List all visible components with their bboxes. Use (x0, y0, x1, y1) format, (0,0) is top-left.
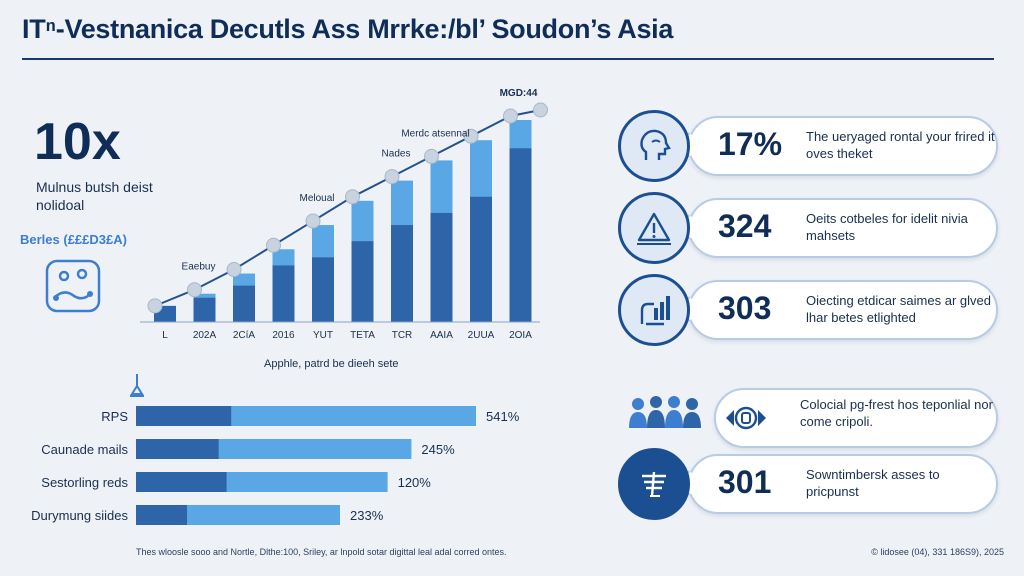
x-tick-label: 2UUA (468, 330, 495, 341)
line-marker (187, 282, 202, 298)
bar-category-label: RPS (101, 409, 128, 424)
bar-category-label: Sestorling reds (41, 475, 128, 490)
bar-category-label: Caunade mails (41, 442, 128, 457)
annotation-label: Nades (382, 149, 411, 160)
line-marker (384, 169, 400, 185)
stat-card-2: 324 Oeits cotbeles for idelit nivia mahs… (618, 192, 1004, 264)
bar-value-label: 233% (350, 508, 384, 523)
big-stat-description: Mulnus butsh deist nolidoal (36, 179, 153, 213)
marker-pin-icon (130, 374, 144, 397)
list-rack-icon (618, 448, 690, 520)
stat-card-3: 303 Oiecting etdicar saimes ar glved lha… (618, 274, 1004, 346)
card-bubble (688, 116, 998, 176)
trend-line (154, 115, 511, 307)
line-marker (345, 189, 360, 205)
person-head-icon (618, 110, 690, 182)
bar-dark (312, 257, 334, 322)
title-divider (22, 58, 994, 60)
card-text: Sowntimbersk asses to pricpunst (806, 467, 940, 499)
bar-dark (193, 297, 216, 322)
x-tick-label: TCR (392, 330, 413, 341)
bar-dark (351, 241, 374, 322)
card-bubble (688, 198, 998, 258)
bar-dark (509, 148, 532, 322)
hand-graph-icon (618, 274, 690, 346)
card-number: 17% (718, 126, 783, 162)
bar-dark (272, 265, 295, 322)
x-tick-label: YUT (313, 330, 333, 341)
bar-dark (136, 439, 219, 459)
bar-value-label: 541% (486, 409, 520, 424)
x-tick-label: 2OIA (509, 330, 532, 341)
bar-dark (391, 225, 413, 322)
copyright: © lidosee (04), 331 186S9), 2025 (871, 547, 1004, 557)
line-marker (503, 108, 518, 124)
bar-value-label: 245% (421, 442, 455, 457)
annotation-label: Merdc atsennal (401, 128, 469, 139)
line-marker (266, 237, 281, 253)
horizontal-bar-chart: RPS 541% Caunade mails 245% Sestorling reds 1… (31, 406, 520, 525)
x-tick-label: TETA (350, 330, 375, 341)
line-marker (305, 213, 321, 229)
x-tick-label: 2CíA (233, 330, 256, 341)
card-text: The ueryaged rontal your frired it oves … (806, 129, 995, 161)
line-marker (463, 128, 479, 144)
x-tick-label: AAIA (430, 330, 453, 341)
bar-dark (136, 472, 227, 492)
x-tick-label: L (162, 330, 168, 341)
annotation-label: MGD:44 (500, 88, 538, 99)
bar-dark (136, 406, 232, 426)
device-flow-icon (45, 259, 101, 313)
card-text: Oiecting etdicar saimes ar glved lhar be… (806, 293, 991, 325)
annotation-label: Eaebuy (182, 262, 216, 273)
coin-icon (724, 400, 768, 436)
top-bar-line-chart: L 202A 2CíA 2016 YUT TETA TCR AAIA 2UUA 2OIA Eaebu… (140, 88, 548, 341)
x-tick-label: 2016 (272, 330, 295, 341)
bar-dark (430, 212, 453, 322)
card-text: Colocial pg-frest hos teponlial nor come… (800, 397, 993, 429)
stat-card-1: 17% The ueryaged rontal your frired it o… (618, 110, 1004, 182)
series-label: Berles (£££D3£A) (20, 232, 127, 247)
line-marker (533, 102, 548, 118)
line-marker (147, 298, 163, 314)
line-marker (226, 262, 242, 278)
card-number: 324 (718, 208, 772, 244)
card-bubble (688, 280, 998, 340)
warning-triangle-icon (618, 192, 690, 264)
bar-category-label: Durymung siides (31, 508, 128, 523)
footnote: Thes wloosle sooo and Nortle, Dlthe:100,… (136, 547, 507, 557)
stat-card-5: 301 Sowntimbersk asses to pricpunst (618, 448, 1004, 520)
bar-dark (470, 196, 492, 322)
people-group-icon (629, 396, 701, 428)
line-marker (424, 148, 439, 164)
card-number: 303 (718, 290, 772, 326)
annotation-label: Meloual (299, 193, 334, 204)
bar-dark (136, 505, 187, 525)
x-tick-label: 202A (193, 330, 217, 341)
bar-value-label: 120% (398, 475, 432, 490)
card-text: Oeits cotbeles for idelit nivia mahsets (806, 211, 968, 243)
big-stat-value: 10x (34, 113, 121, 171)
chart-caption: Apphle, patrd be dieeh sete (264, 358, 399, 370)
stat-card-4: Colocial pg-frest hos teponlial nor come… (618, 382, 1004, 454)
card-bubble (688, 454, 998, 514)
card-number: 301 (718, 464, 772, 500)
bar-dark (233, 285, 255, 322)
page-title: ITⁿ-Vestnanica Decutls Ass Mrrke:/bl’ So… (22, 14, 674, 44)
